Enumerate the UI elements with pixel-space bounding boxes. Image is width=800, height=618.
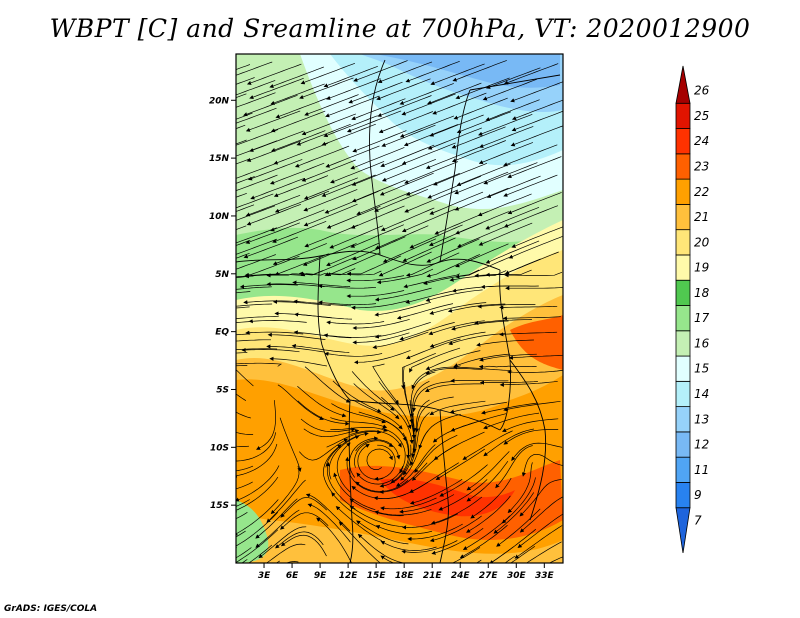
colorbar-label: 11: [694, 463, 709, 477]
lat-axis: 20N 15N 10N 5N EQ 5S 10S 15S: [209, 96, 236, 511]
lon-tick-label: 27E: [479, 571, 499, 581]
lon-tick-label: 12E: [339, 571, 359, 581]
lat-tick-label: 20N: [209, 96, 230, 106]
colorbar-segment: [675, 355, 691, 382]
colorbar-label: 13: [694, 412, 709, 426]
colorbar-label: 20: [694, 235, 710, 249]
lat-tick-label: 5S: [216, 385, 229, 395]
lon-tick-label: 18E: [395, 571, 415, 581]
colorbar-segment: [675, 279, 691, 306]
colorbar-segment: [675, 305, 691, 332]
colorbar-segment: [675, 153, 691, 180]
colorbar-segment: [675, 456, 691, 483]
colorbar-label: 15: [694, 362, 709, 376]
colorbar-segment: [675, 507, 691, 554]
map-frame: [235, 53, 564, 564]
colorbar-segment: [675, 482, 691, 509]
colorbar: 7 9 11 12 13 14 15 16 17 18 19 20 21 22 23 24 25 26: [675, 65, 710, 554]
colorbar-label: 26: [694, 84, 710, 98]
lon-tick-label: 3E: [258, 571, 271, 581]
lat-tick-label: 15S: [210, 501, 229, 511]
lon-tick-label: 15E: [367, 571, 387, 581]
lon-tick-label: 30E: [507, 571, 527, 581]
lon-tick-label: 24E: [451, 571, 471, 581]
colorbar-label: 21: [694, 210, 709, 224]
colorbar-segment: [675, 380, 691, 408]
wbpt-shaded-field: [236, 54, 563, 563]
colorbar-segment: [675, 254, 691, 281]
colorbar-segment: [675, 128, 691, 155]
lon-tick-label: 9E: [314, 571, 327, 581]
colorbar-label: 9: [694, 488, 702, 502]
colorbar-label: 16: [694, 336, 710, 350]
colorbar-segment: [675, 65, 691, 104]
colorbar-segment: [675, 406, 691, 433]
colorbar-label: 22: [694, 185, 709, 199]
lat-tick-label: 10N: [209, 212, 230, 222]
colorbar-label: 14: [694, 387, 709, 401]
colorbar-label: 17: [694, 311, 710, 325]
colorbar-segment: [675, 229, 691, 256]
colorbar-segment: [675, 330, 691, 357]
colorbar-label: 24: [694, 134, 709, 148]
lon-tick-label: 21E: [423, 571, 443, 581]
lon-tick-label: 33E: [535, 571, 555, 581]
colorbar-label: 19: [694, 261, 709, 275]
colorbar-label: 25: [694, 109, 709, 123]
lat-tick-label: 15N: [209, 154, 230, 164]
lon-axis: 3E 6E 9E 12E 15E 18E 21E 24E 27E 30E 33E: [258, 563, 555, 581]
lat-tick-label: EQ: [215, 328, 229, 338]
map-title: WBPT [C] and Sreamline at 700hPa, VT: 20…: [49, 14, 751, 43]
colorbar-segment: [675, 431, 691, 458]
colorbar-segment: [675, 203, 691, 231]
lat-tick-label: 10S: [210, 443, 229, 453]
grads-credit: GrADS: IGES/COLA: [4, 604, 98, 614]
colorbar-label: 7: [694, 513, 702, 527]
lat-tick-label: 5N: [215, 270, 229, 280]
colorbar-segment: [675, 178, 691, 205]
colorbar-label: 12: [694, 438, 709, 452]
lon-tick-label: 6E: [286, 571, 299, 581]
colorbar-segment: [675, 102, 691, 129]
colorbar-label: 23: [694, 159, 709, 173]
streamlines: [236, 60, 563, 563]
colorbar-label: 18: [694, 286, 710, 300]
